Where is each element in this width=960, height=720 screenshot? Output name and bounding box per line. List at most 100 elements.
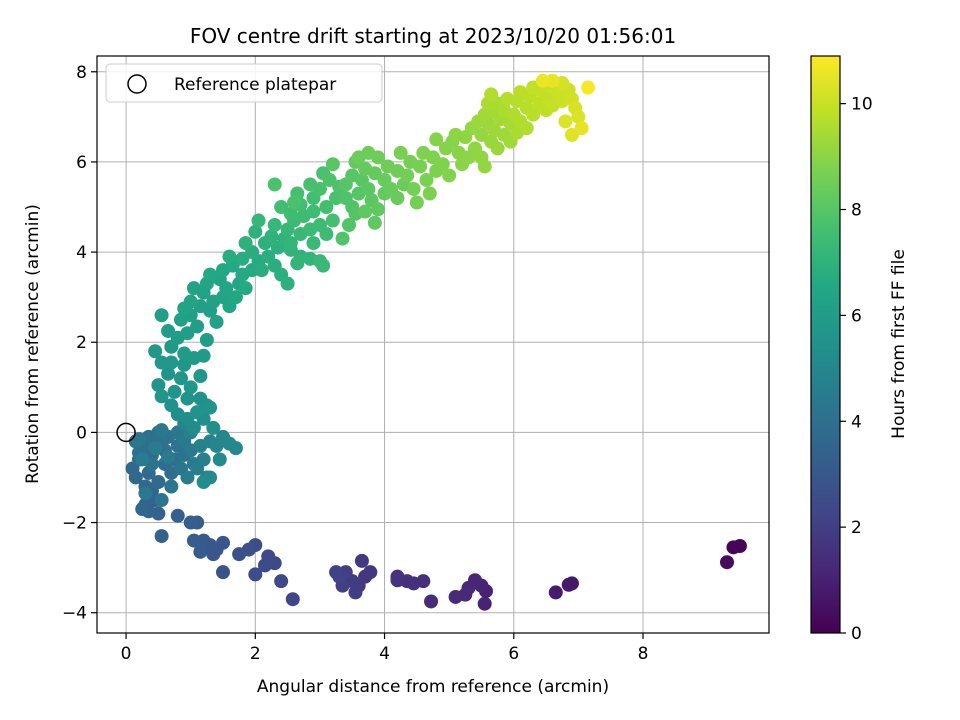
legend-box: [105, 63, 383, 103]
scatter-point: [274, 574, 289, 589]
x-tick-label: 2: [250, 644, 261, 664]
scatter-point: [193, 544, 208, 559]
legend: Reference platepar: [105, 63, 383, 103]
colorbar: [810, 55, 841, 634]
scatter-point: [196, 474, 211, 489]
scatter-point: [161, 450, 176, 465]
scatter-point: [154, 493, 169, 508]
scatter-point: [196, 452, 211, 467]
scatter-point: [180, 391, 195, 406]
scatter-point: [287, 195, 302, 210]
scatter-point: [154, 355, 169, 370]
scatter-point: [228, 441, 243, 456]
scatter-point: [151, 474, 166, 489]
scatter-point: [422, 186, 437, 201]
scatter-point: [325, 157, 340, 172]
colorbar-tick-label: 10: [851, 95, 873, 115]
scatter-point: [180, 470, 195, 485]
scatter-point: [154, 529, 169, 544]
scatter-point: [154, 389, 169, 404]
x-tick-label: 4: [379, 644, 390, 664]
scatter-point: [367, 215, 382, 230]
scatter-point: [329, 565, 344, 580]
scatter-point: [161, 323, 176, 338]
scatter-point: [177, 301, 192, 316]
scatter-point: [371, 150, 386, 165]
scatter-point: [186, 533, 201, 548]
scatter-point: [312, 181, 327, 196]
scatter-point: [203, 400, 218, 415]
x-tick-label: 8: [638, 644, 649, 664]
y-tick-label: 4: [76, 243, 87, 263]
scatter-point: [206, 420, 221, 435]
scatter-point: [571, 109, 586, 124]
scatter-point: [164, 398, 179, 413]
scatter-point: [148, 441, 163, 456]
colorbar-tick-label: 0: [851, 624, 862, 644]
scatter-point: [442, 168, 457, 183]
scatter-point: [361, 181, 376, 196]
scatter-point: [448, 589, 463, 604]
scatter-point: [219, 281, 234, 296]
reference-platepar-marker: [116, 422, 136, 443]
scatter-point: [193, 369, 208, 384]
scatter-point: [238, 236, 253, 251]
scatter-point: [535, 73, 550, 88]
scatter-point: [519, 121, 534, 136]
scatter-point: [264, 229, 279, 244]
scatter-point: [283, 236, 298, 251]
scatter-point: [306, 236, 321, 251]
scatter-point: [135, 452, 150, 467]
scatter-point: [203, 267, 218, 282]
scatter-point: [164, 479, 179, 494]
scatter-point: [132, 432, 146, 447]
scatter-point: [424, 594, 439, 609]
colorbar-tick-label: 6: [851, 306, 862, 326]
y-tick-label: 2: [76, 333, 87, 353]
legend-marker-icon: [127, 74, 147, 94]
scatter-point: [316, 258, 331, 273]
scatter-point: [164, 355, 179, 370]
scatter-point: [406, 181, 421, 196]
scatter-point: [238, 281, 253, 296]
scatter-point: [167, 384, 182, 399]
scatter-point: [190, 405, 205, 420]
scatter-point: [251, 213, 266, 228]
x-axis-ticks: 0 2 4 6 8: [121, 633, 649, 664]
scatter-point: [199, 332, 214, 347]
scatter-points: [125, 73, 747, 611]
colorbar-tick-label: 2: [851, 518, 862, 538]
scatter-point: [477, 596, 492, 611]
x-axis-label: Angular distance from reference (arcmin): [257, 677, 609, 697]
scatter-point: [186, 281, 201, 296]
scatter-point: [354, 553, 369, 568]
x-tick-label: 6: [508, 644, 519, 664]
scatter-point: [371, 202, 386, 217]
y-tick-label: −2: [62, 514, 87, 534]
scatter-point: [280, 276, 295, 291]
scatter-point: [148, 344, 163, 359]
scatter-point: [484, 87, 499, 102]
scatter-point: [325, 213, 340, 228]
scatter-point: [342, 218, 356, 233]
colorbar-tick-label: 4: [851, 412, 862, 432]
scatter-point: [348, 585, 363, 600]
scatter-point: [154, 423, 169, 438]
scatter-point: [232, 547, 247, 562]
scatter-point: [151, 378, 166, 393]
scatter-point: [183, 515, 198, 530]
plot-frame: [96, 55, 770, 634]
scatter-point: [196, 533, 211, 548]
y-tick-label: 8: [76, 63, 87, 83]
scatter-point: [174, 371, 188, 386]
scatter-point: [390, 190, 405, 205]
scatter-point: [212, 452, 227, 467]
y-axis-label: Rotation from reference (arcmin): [23, 204, 43, 484]
scatter-point: [274, 200, 289, 215]
scatter-point: [216, 565, 230, 580]
chart-title: FOV centre drift starting at 2023/10/20 …: [190, 24, 676, 48]
colorbar-tick-label: 8: [851, 201, 862, 221]
scatter-point: [400, 168, 415, 183]
scatter-point: [193, 391, 208, 406]
scatter-point: [306, 204, 321, 219]
